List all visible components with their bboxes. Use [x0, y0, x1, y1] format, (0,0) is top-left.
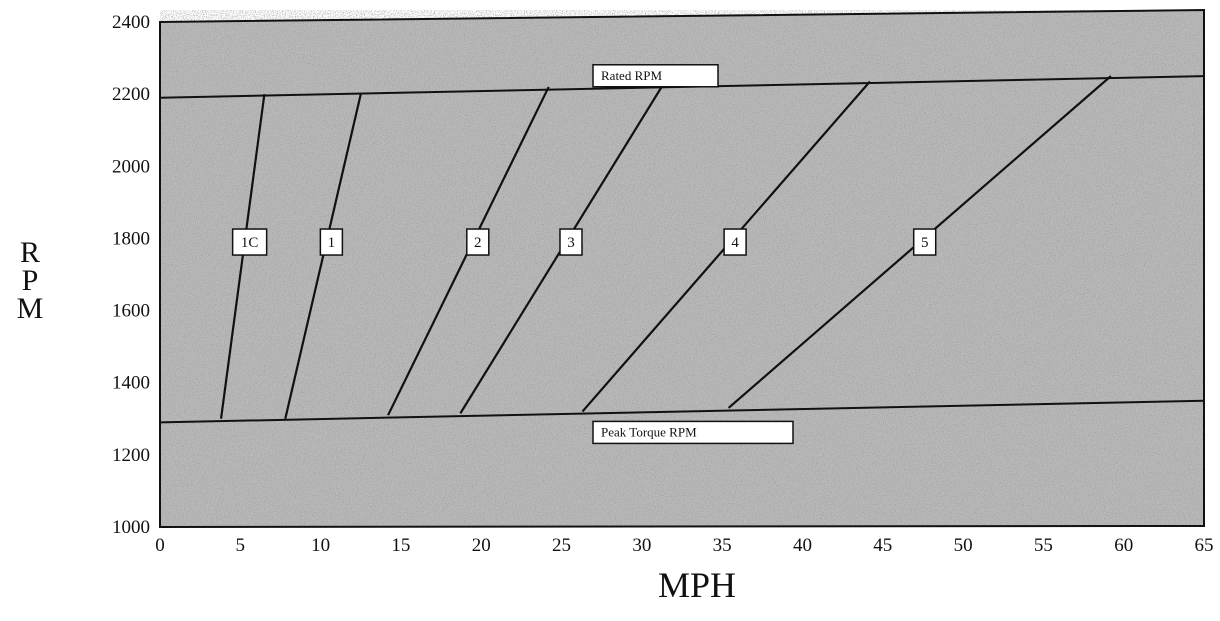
x-tick-label: 20	[472, 535, 491, 556]
plot-border	[159, 8, 1205, 529]
y-tick-label: 1800	[112, 228, 150, 249]
series-badge-box	[466, 228, 490, 256]
reference-label-box	[592, 64, 719, 88]
x-tick-label: 10	[311, 535, 330, 556]
reference-line	[159, 399, 1205, 424]
x-tick-label: 60	[1114, 535, 1133, 556]
y-axis-ticks: 1000 1200 1400 1600 1800 2000 2200 2400	[112, 12, 150, 538]
x-axis-ticks: 0 5 10 15 20 25 30 35 40 45 50 55 60 65	[155, 535, 1213, 556]
x-tick-label: 30	[632, 535, 651, 556]
x-tick-label: 50	[954, 535, 973, 556]
x-tick-label: 65	[1195, 535, 1214, 556]
x-tick-label: 45	[873, 535, 892, 556]
y-tick-label: 1600	[112, 301, 150, 322]
y-tick-label: 1000	[112, 517, 150, 538]
series-badge-label: 2	[474, 235, 482, 251]
y-tick-label: 2200	[112, 84, 150, 105]
reference-labels: Rated RPM Peak Torque RPM	[592, 64, 794, 445]
x-tick-label: 35	[713, 535, 732, 556]
series-badge-box	[723, 228, 747, 256]
x-tick-label: 25	[552, 535, 571, 556]
series-line	[219, 93, 266, 419]
y-tick-label: 2400	[112, 12, 150, 33]
plot-stipple	[160, 10, 1204, 527]
plot-area	[159, 8, 1205, 529]
series-badge-label: 5	[921, 235, 929, 251]
x-axis-label: MPH	[658, 565, 736, 605]
series-line	[284, 93, 362, 420]
series-badges: 1C 1 2 3 4 5	[231, 228, 937, 256]
x-tick-label: 0	[155, 535, 165, 556]
series-badge-box	[319, 228, 344, 256]
x-tick-label: 40	[793, 535, 812, 556]
x-tick-label: 5	[236, 535, 246, 556]
series-badge-box	[231, 228, 268, 256]
series-badge-label: 1	[328, 235, 336, 251]
series-badge-label: 1C	[241, 235, 259, 251]
reference-label: Peak Torque RPM	[601, 424, 697, 439]
x-tick-label: 55	[1034, 535, 1053, 556]
y-tick-label: 2000	[112, 156, 150, 177]
series-badge-label: 4	[731, 235, 739, 251]
y-tick-label: 1200	[112, 445, 150, 466]
series-badge-box	[559, 228, 583, 256]
reference-label-box	[592, 420, 794, 445]
x-tick-label: 15	[391, 535, 410, 556]
series-badge-label: 3	[567, 235, 575, 251]
y-tick-label: 1400	[112, 373, 150, 394]
series-badge-box	[912, 228, 937, 256]
reference-label: Rated RPM	[601, 68, 662, 83]
